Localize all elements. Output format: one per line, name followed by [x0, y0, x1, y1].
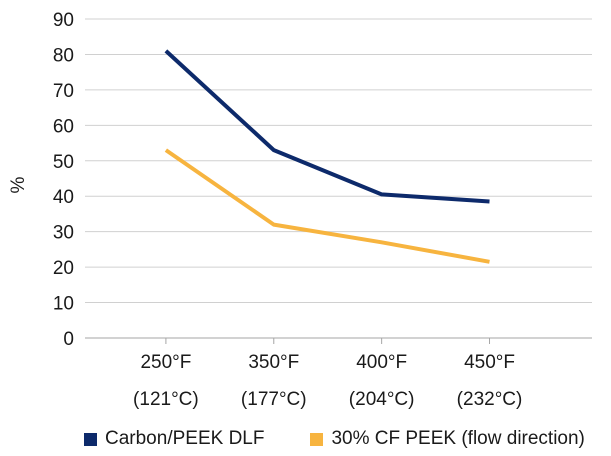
y-tick-label: 10: [53, 294, 74, 315]
x-tick-label: 400°F: [356, 352, 407, 373]
series-line-1: [164, 49, 490, 204]
y-axis-title: %: [8, 176, 29, 193]
series-lines: [164, 49, 490, 264]
x-tick-sublabel: (232°C): [457, 389, 523, 410]
y-tick-label: 90: [53, 10, 74, 31]
x-tick-label: 450°F: [464, 352, 515, 373]
x-tick-label: 250°F: [140, 352, 191, 373]
legend-label: 30% CF PEEK (flow direction): [331, 428, 585, 449]
legend-item-series-1: Carbon/PEEK DLF: [84, 428, 264, 450]
x-tick-sublabel: (177°C): [241, 389, 307, 410]
x-tick-sublabel: (204°C): [349, 389, 415, 410]
legend-label: Carbon/PEEK DLF: [105, 428, 265, 449]
legend-item-series-2: 30% CF PEEK (flow direction): [310, 428, 585, 450]
y-tick-label: 80: [53, 45, 74, 66]
legend-swatch: [310, 432, 324, 446]
x-tick-label: 350°F: [248, 352, 299, 373]
y-tick-label: 60: [53, 116, 74, 137]
y-tick-label: 30: [53, 223, 74, 244]
x-axis-ticks: [165, 338, 491, 344]
y-tick-label: 20: [53, 258, 74, 279]
series-line-2: [164, 148, 490, 264]
legend: Carbon/PEEK DLF 30% CF PEEK (flow direct…: [84, 428, 585, 450]
legend-swatch: [84, 432, 97, 446]
y-tick-label: 50: [53, 152, 74, 173]
gridlines: [85, 18, 592, 339]
y-tick-label: 40: [53, 187, 74, 208]
y-tick-label: 70: [53, 81, 74, 102]
x-tick-sublabel: (121°C): [133, 389, 199, 410]
y-axis-tick-labels: 0 10 20 30 40 50 60 70 80 90: [53, 10, 74, 350]
y-tick-label: 0: [63, 329, 74, 350]
x-axis-tick-labels: 250°F (121°C) 350°F (177°C) 400°F (204°C) 450°…: [133, 352, 522, 410]
